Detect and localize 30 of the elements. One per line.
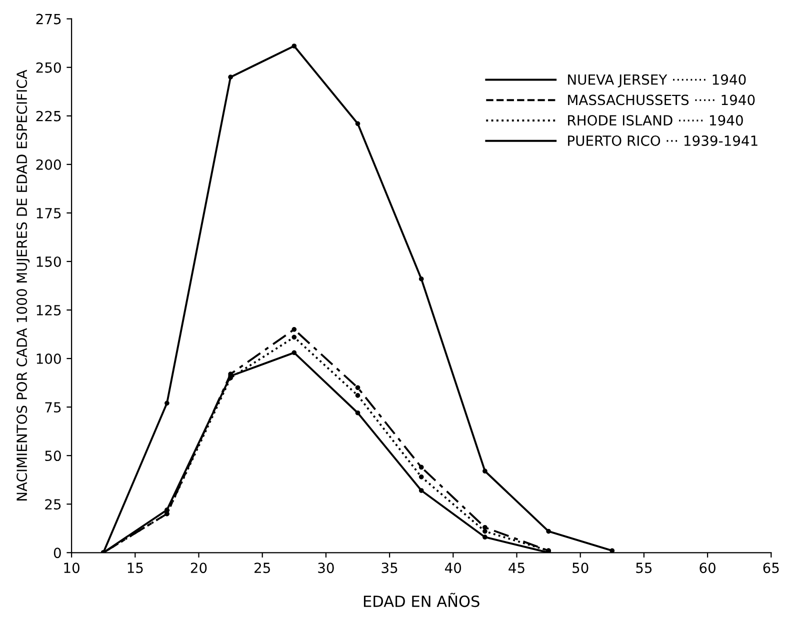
y-tick-label: 25 [45,499,61,510]
x-tick-label: 30 [318,562,334,574]
x-tick-label: 65 [763,562,779,574]
x-tick-label: 20 [190,562,207,574]
y-tick-label: 175 [36,208,61,218]
x-tick-label: 60 [700,562,716,574]
y-tick-label: 200 [36,159,61,170]
y-tick-label: 75 [45,402,61,413]
x-tick-label: 40 [444,562,462,574]
x-axis-title: EDAD EN AÑOS [364,592,480,608]
x-tick-label: 15 [128,562,143,574]
y-tick-label: 275 [36,14,61,24]
x-tick-label: 35 [382,562,398,574]
y-axis-title: NACIMIENTOS POR CADA 1000 MUJERES DE EDAD ESPECIFICA [16,70,30,501]
y-tick-label: 225 [36,110,61,122]
x-tick-label: 55 [636,562,652,574]
y-tick-label: 125 [36,304,61,316]
legend-label: RHODE ISLAND ······ 1940 [568,115,743,126]
y-tick-label: 50 [45,450,61,462]
x-tick-label: 25 [254,562,270,574]
y-tick-label: 250 [36,62,61,73]
legend-label: MASSACHUSSETS ····· 1940 [568,94,755,106]
x-tick-label: 50 [572,562,588,574]
y-tick-label: 0 [54,548,61,558]
legend-label: NUEVA JERSEY ········ 1940 [568,74,746,88]
x-tick-label: 45 [508,562,524,574]
y-tick-label: 100 [36,354,61,364]
x-tick-label: 10 [64,562,80,574]
legend-label: PUERTO RICO ··· 1939-1941 [568,135,758,146]
y-tick-label: 150 [36,256,61,267]
